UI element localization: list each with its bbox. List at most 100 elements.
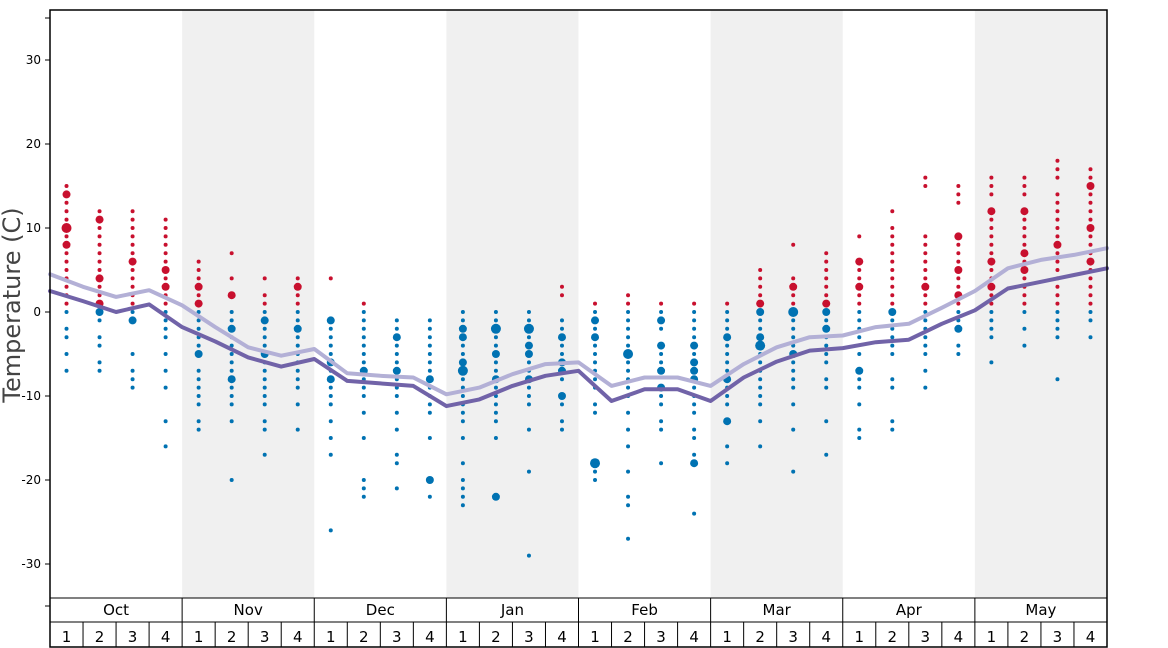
data-point (460, 503, 465, 508)
data-point (130, 209, 135, 214)
data-point (163, 444, 168, 449)
data-point (890, 335, 895, 340)
data-point (1055, 209, 1060, 214)
data-point (725, 301, 730, 306)
data-point (626, 410, 631, 415)
data-point (1020, 249, 1029, 258)
data-point (128, 316, 137, 325)
data-point (791, 469, 796, 474)
data-point (593, 310, 598, 314)
week-label: 3 (260, 628, 270, 646)
data-point (227, 291, 236, 300)
data-point (890, 251, 895, 256)
data-point (194, 282, 203, 291)
data-point (1055, 251, 1060, 256)
data-point (130, 385, 135, 390)
data-point (526, 318, 531, 323)
month-label: Jan (500, 601, 524, 619)
data-point (758, 293, 763, 298)
data-point (824, 318, 829, 323)
data-point (1022, 310, 1027, 314)
data-point (857, 310, 862, 314)
data-point (262, 293, 267, 298)
month-label: Dec (366, 601, 395, 619)
data-point (758, 402, 763, 407)
trend-lines (48, 246, 1109, 409)
data-point (725, 352, 730, 356)
data-point (1055, 284, 1060, 289)
data-point (956, 310, 961, 314)
data-point (725, 402, 730, 407)
data-point (262, 326, 267, 331)
data-point (262, 335, 267, 340)
week-label: 1 (194, 628, 204, 646)
data-point (427, 352, 432, 356)
data-point (989, 234, 994, 239)
data-point (824, 385, 829, 390)
data-point (559, 377, 564, 382)
data-point (1055, 217, 1060, 222)
data-point (857, 276, 862, 281)
data-point (758, 360, 763, 365)
data-point (626, 469, 631, 474)
data-point (1055, 234, 1060, 239)
data-point (460, 486, 465, 491)
week-label: 4 (954, 628, 964, 646)
week-label: 1 (62, 628, 72, 646)
data-point (460, 436, 465, 440)
data-point (1020, 207, 1029, 216)
data-point (725, 310, 730, 314)
data-point (262, 394, 267, 398)
data-point (361, 352, 366, 356)
data-point (394, 410, 399, 415)
data-point (857, 335, 862, 340)
y-tick-label: 20 (26, 137, 41, 151)
data-point (260, 316, 269, 325)
data-point (229, 318, 234, 323)
data-point (989, 326, 994, 331)
data-point (758, 268, 763, 272)
data-point (559, 427, 564, 432)
data-point (1022, 293, 1027, 298)
data-point (262, 419, 267, 424)
data-point (262, 385, 267, 390)
data-point (460, 394, 465, 398)
data-point (64, 326, 69, 331)
data-point (229, 310, 234, 314)
data-point (890, 318, 895, 323)
data-point (61, 223, 72, 233)
data-point (163, 326, 168, 331)
data-point (989, 360, 994, 365)
data-point (427, 368, 432, 373)
data-point (824, 343, 829, 348)
data-point (824, 259, 829, 264)
data-point (295, 343, 300, 348)
data-point (690, 358, 699, 367)
data-point (1022, 242, 1027, 247)
data-point (196, 385, 201, 390)
week-label: 1 (326, 628, 336, 646)
data-point (163, 318, 168, 323)
month-band (710, 10, 843, 598)
data-point (692, 402, 697, 407)
data-point (659, 461, 664, 466)
data-point (692, 352, 697, 356)
data-point (1022, 276, 1027, 281)
data-point (923, 343, 928, 348)
week-label: 1 (458, 628, 468, 646)
data-point (97, 268, 102, 272)
data-point (64, 284, 69, 289)
data-point (590, 458, 601, 469)
data-point (427, 343, 432, 348)
data-point (493, 318, 498, 323)
data-point (956, 192, 961, 197)
data-point (229, 368, 234, 373)
data-point (196, 427, 201, 432)
data-point (161, 282, 170, 291)
data-point (62, 190, 71, 199)
data-point (756, 299, 765, 308)
data-point (130, 242, 135, 247)
data-point (989, 301, 994, 306)
data-point (923, 301, 928, 306)
data-point (890, 268, 895, 272)
